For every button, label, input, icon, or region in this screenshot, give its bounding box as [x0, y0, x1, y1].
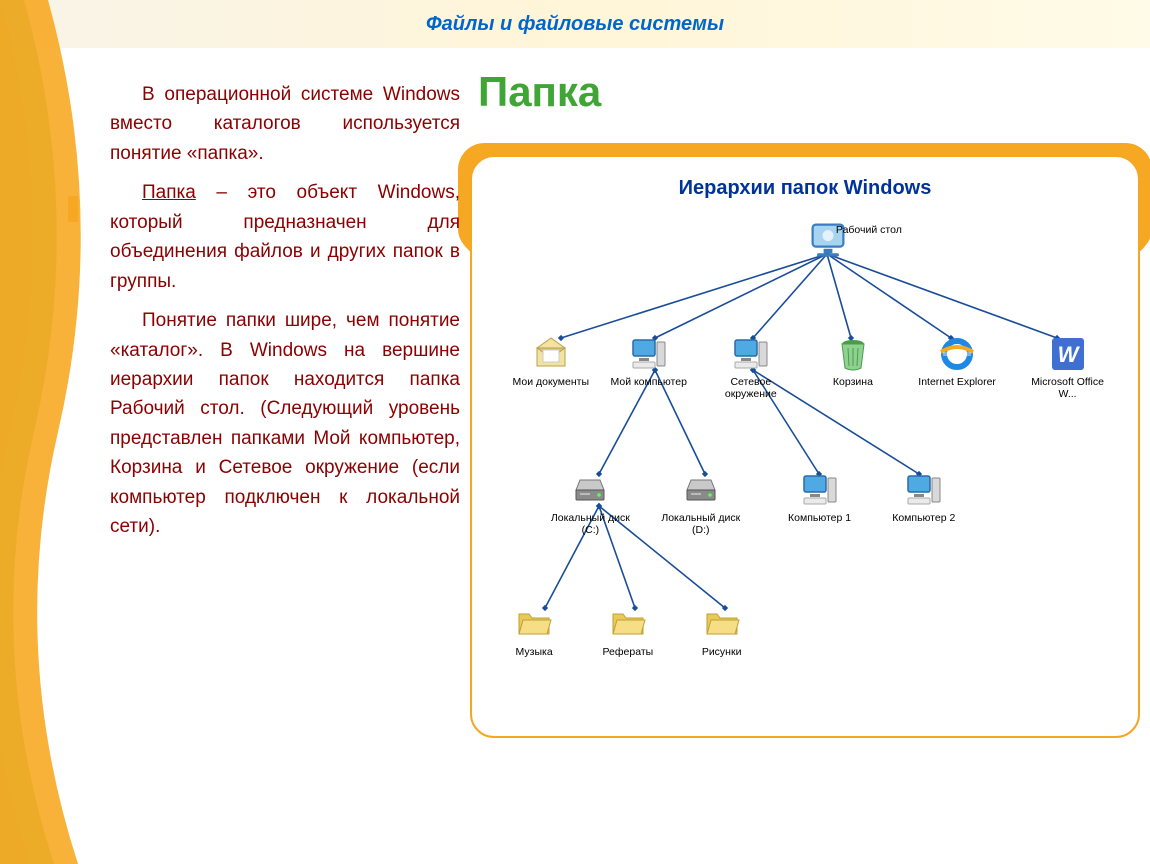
- node-ie: Internet Explorer: [917, 334, 997, 388]
- node-label-diskC: Локальный диск (C:): [550, 512, 630, 536]
- node-label-music: Музыка: [494, 646, 574, 658]
- node-word: W Microsoft Office W...: [1028, 334, 1108, 400]
- term-papka: Папка: [142, 182, 196, 203]
- node-label-diskD: Локальный диск (D:): [661, 512, 741, 536]
- right-column: Папка Иерархии папок Windows Рабочий сто…: [470, 60, 1140, 854]
- node-label-word: Microsoft Office W...: [1028, 376, 1108, 400]
- node-referat: Рефераты: [588, 604, 668, 658]
- paragraph-3: Понятие папки шире, чем понятие «каталог…: [110, 306, 460, 542]
- node-network: Сетевое окружение: [711, 334, 791, 400]
- node-diskD: Локальный диск (D:): [661, 470, 741, 536]
- node-label-network: Сетевое окружение: [711, 376, 791, 400]
- paragraph-1: В операционной системе Windows вместо ка…: [110, 80, 460, 168]
- node-mycomp: Мой компьютер: [609, 334, 689, 388]
- node-label-comp1: Компьютер 1: [780, 512, 860, 524]
- hierarchy-diagram: Рабочий стол Мои документы Мой компьютер…: [482, 206, 1128, 726]
- text-column: В операционной системе Windows вместо ка…: [90, 60, 470, 854]
- node-label-mycomp: Мой компьютер: [609, 376, 689, 388]
- hierarchy-panel: Иерархии папок Windows Рабочий стол Мои …: [470, 155, 1140, 738]
- accent-bar: [68, 196, 78, 222]
- node-label-trash: Корзина: [813, 376, 893, 388]
- node-trash: Корзина: [813, 334, 893, 388]
- node-label-comp2: Компьютер 2: [884, 512, 964, 524]
- panel-title: Иерархии папок Windows: [482, 177, 1128, 200]
- content-area: В операционной системе Windows вместо ка…: [90, 60, 1140, 854]
- svg-text:W: W: [1057, 342, 1080, 367]
- background-waves: [0, 0, 90, 864]
- node-label-pictures: Рисунки: [682, 646, 762, 658]
- slide-title: Папка: [478, 68, 1140, 116]
- node-label-ie: Internet Explorer: [917, 376, 997, 388]
- node-label-desktop: Рабочий стол: [836, 224, 936, 236]
- paragraph-2: Папка – это объект Windows, который пред…: [110, 178, 460, 296]
- edges-layer: [482, 206, 1128, 726]
- node-comp2: Компьютер 2: [884, 470, 964, 524]
- header-title: Файлы и файловые системы: [426, 13, 724, 36]
- header-banner: Файлы и файловые системы: [0, 0, 1150, 48]
- node-pictures: Рисунки: [682, 604, 762, 658]
- node-label-mydocs: Мои документы: [511, 376, 591, 388]
- node-mydocs: Мои документы: [511, 334, 591, 388]
- node-comp1: Компьютер 1: [780, 470, 860, 524]
- node-music: Музыка: [494, 604, 574, 658]
- node-label-referat: Рефераты: [588, 646, 668, 658]
- node-desktop: Рабочий стол: [788, 218, 868, 262]
- node-diskC: Локальный диск (C:): [550, 470, 630, 536]
